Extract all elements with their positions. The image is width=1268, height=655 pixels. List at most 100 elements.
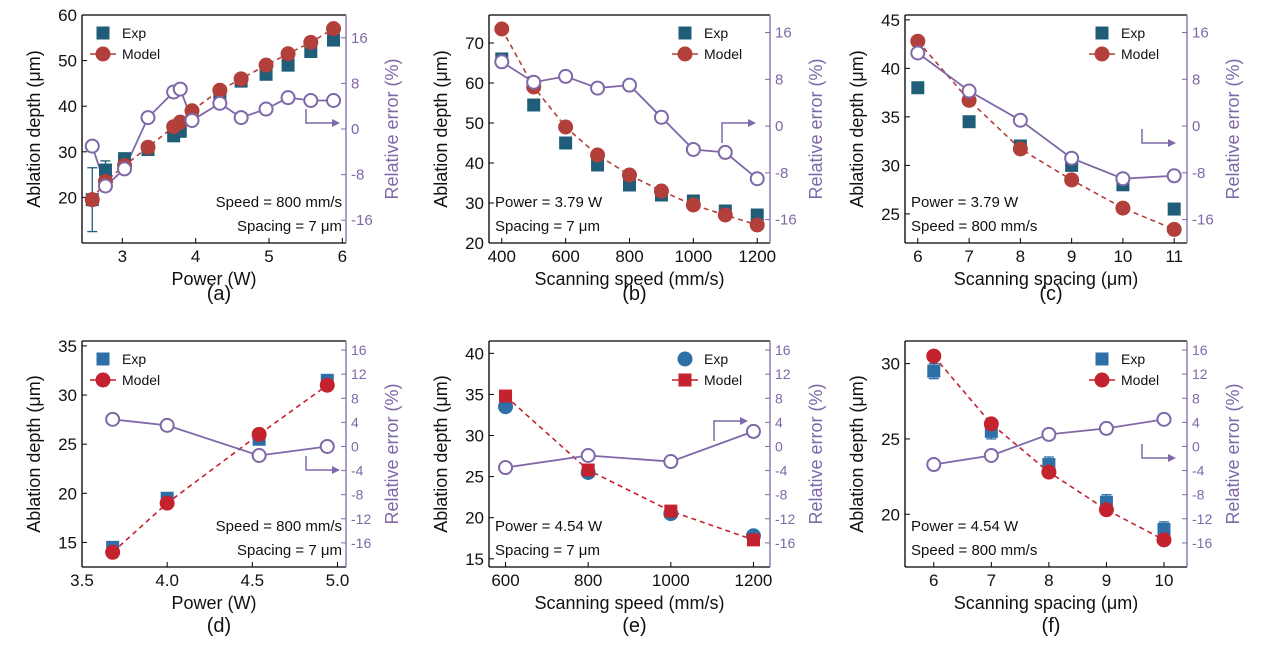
- legend-marker: [1095, 352, 1109, 366]
- error-point: [319, 438, 335, 454]
- error-line: [505, 430, 754, 469]
- y2-tick-label: -8: [1192, 165, 1205, 182]
- legend-marker: [678, 373, 692, 387]
- x-tick-label: 6: [913, 247, 922, 266]
- model-point: [251, 426, 267, 442]
- chart-panel-4: 3.5 4.0 4.5 5.0 15 20 25 30 35 -16 -12 -8 -4 0 4 8 12 16 P…: [24, 337, 402, 637]
- exp-point: [1167, 202, 1181, 216]
- error-point: [1064, 150, 1080, 166]
- error-point: [983, 448, 999, 464]
- error-point: [280, 90, 296, 106]
- error-line: [917, 52, 1175, 180]
- x-tick-label: 400: [488, 247, 516, 266]
- model-point: [910, 33, 926, 49]
- y-axis-title: Ablation depth (μm): [24, 375, 44, 532]
- model-point: [212, 82, 228, 98]
- exp-point: [962, 115, 976, 129]
- model-point: [326, 21, 342, 37]
- model-point: [1115, 200, 1131, 216]
- y2-tick-label: 16: [351, 342, 367, 358]
- condition-annotation: Power = 4.54 W: [911, 518, 1019, 535]
- y2-tick-label: -8: [775, 487, 788, 503]
- model-point: [664, 504, 678, 518]
- error-point: [498, 460, 514, 476]
- y2-axis-title: Relative error (%): [806, 58, 826, 199]
- y2-tick-label: 16: [775, 25, 792, 42]
- model-point: [1156, 532, 1172, 548]
- y2-tick-label: 16: [1192, 342, 1208, 358]
- axis-indicator-arrow: [713, 420, 742, 441]
- y-tick-label: 40: [465, 344, 484, 363]
- axis-indicator-arrowhead: [332, 466, 340, 474]
- panel-label: (f): [1042, 615, 1061, 637]
- x-tick-label: 4.0: [155, 571, 179, 590]
- legend-marker: [1094, 372, 1110, 388]
- x-tick-label: 9: [1102, 571, 1111, 590]
- y2-tick-label: 0: [775, 118, 783, 135]
- legend-label: Exp: [122, 25, 146, 41]
- legend-label: Exp: [704, 25, 728, 41]
- chart-panel-3: 6 7 8 9 10 11 25 30 35 40 45 -16 -8 0 8 16 Scanning spac…: [847, 11, 1243, 305]
- condition-annotation: Power = 3.79 W: [495, 194, 603, 211]
- error-point: [653, 109, 669, 125]
- y-tick-label: 30: [58, 386, 77, 405]
- y2-tick-label: -16: [351, 212, 373, 229]
- x-tick-label: 8: [1044, 571, 1053, 590]
- error-point: [526, 74, 542, 90]
- y2-tick-label: -8: [351, 167, 364, 184]
- y-tick-label: 25: [881, 430, 900, 449]
- error-point: [1041, 426, 1057, 442]
- x-tick-label: 5: [264, 247, 273, 266]
- legend-marker: [96, 26, 110, 40]
- axis-indicator-arrow: [305, 109, 334, 124]
- chart-panel-6: 6 7 8 9 10 20 25 30 -16 -12 -8 -4 0 4 8 12 16 Scanning sp…: [847, 340, 1243, 637]
- model-point: [159, 495, 175, 511]
- legend-label: Model: [122, 372, 160, 388]
- model-point: [494, 21, 510, 37]
- axis-indicator-arrowhead: [748, 119, 756, 127]
- y-tick-label: 30: [881, 156, 900, 175]
- x-tick-label: 10: [1113, 247, 1132, 266]
- model-point: [1064, 172, 1080, 188]
- model-point: [499, 389, 513, 403]
- legend-marker: [95, 46, 111, 62]
- legend-label: Model: [704, 46, 742, 62]
- panel-label: (d): [207, 615, 231, 637]
- error-point: [326, 93, 342, 108]
- legend-marker: [677, 351, 693, 367]
- condition-annotation: Speed = 800 mm/s: [216, 194, 342, 211]
- condition-annotation: Speed = 800 mm/s: [911, 542, 1037, 559]
- error-point: [84, 138, 100, 154]
- model-point: [653, 183, 669, 199]
- y2-tick-label: 12: [351, 366, 367, 382]
- axis-indicator-arrow: [1141, 129, 1170, 144]
- condition-annotation: Power = 4.54 W: [495, 518, 603, 535]
- model-point: [558, 119, 574, 135]
- x-tick-label: 5.0: [326, 571, 350, 590]
- y2-tick-label: 0: [1192, 438, 1200, 454]
- legend-label: Model: [1121, 372, 1159, 388]
- condition-annotation: Speed = 800 mm/s: [911, 218, 1037, 235]
- error-point: [745, 423, 761, 439]
- y-tick-label: 70: [465, 34, 484, 53]
- error-point: [258, 101, 274, 117]
- axis-indicator-arrow: [721, 122, 750, 143]
- x-tick-label: 3.5: [70, 571, 94, 590]
- model-point: [717, 207, 733, 223]
- x-tick-label: 1000: [652, 571, 690, 590]
- condition-annotation: Spacing = 7 μm: [495, 542, 600, 559]
- y-tick-label: 40: [881, 59, 900, 78]
- x-tick-label: 800: [574, 571, 602, 590]
- chart-panel-2: 400 600 800 1000 1200 20 30 40 50 60 70 -16 -8 0 8 16 Sc…: [431, 14, 826, 305]
- y2-tick-label: -16: [775, 212, 797, 229]
- model-point: [581, 463, 595, 477]
- model-line: [112, 384, 328, 553]
- x-tick-label: 4: [191, 247, 200, 266]
- model-point: [1166, 221, 1182, 237]
- y-tick-label: 30: [465, 194, 484, 213]
- y2-tick-label: 8: [1192, 71, 1200, 88]
- model-point: [1098, 502, 1114, 518]
- y-axis-title: Ablation depth (μm): [431, 375, 451, 532]
- error-point: [663, 454, 679, 470]
